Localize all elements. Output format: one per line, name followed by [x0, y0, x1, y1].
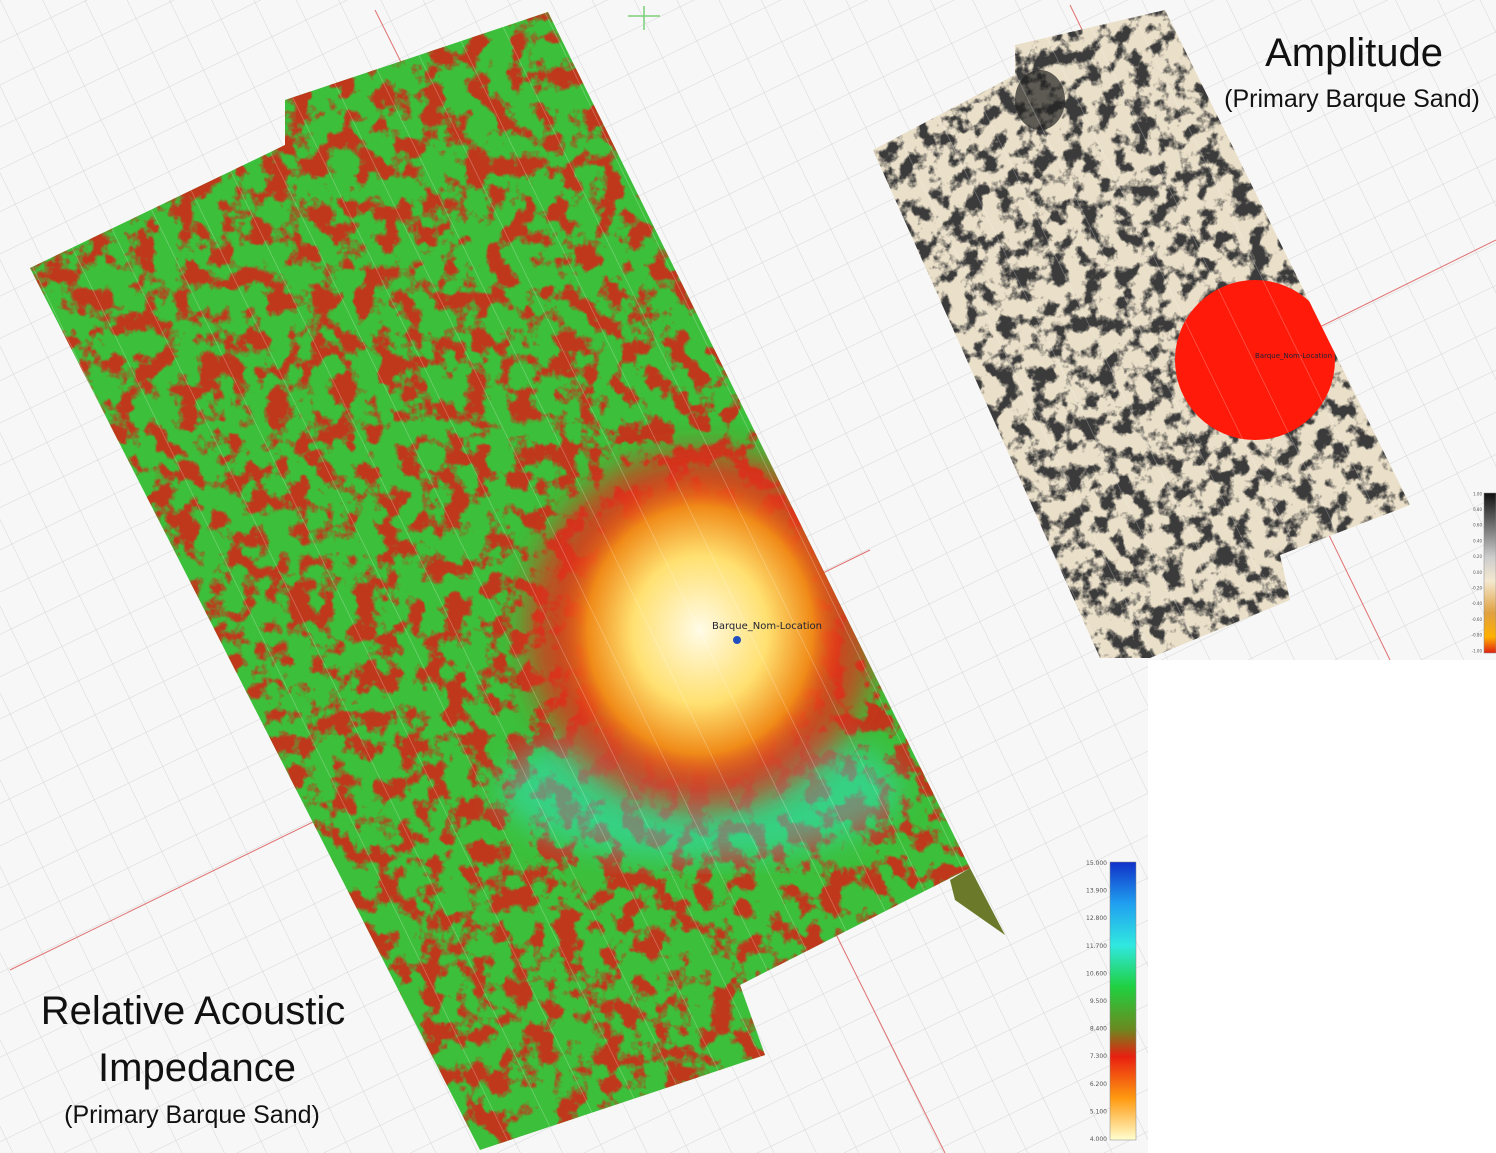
colorbar-label: 0.00 — [1473, 570, 1482, 575]
colorbar-label: -0.60 — [1472, 617, 1483, 622]
colorbar-label: -0.80 — [1472, 633, 1483, 638]
map-tail — [950, 868, 1005, 935]
colorbar-label: 0.60 — [1473, 523, 1482, 528]
impedance-colorbar — [1109, 861, 1137, 1141]
amplitude-colorbar-labels: 1.00 0.80 0.60 0.40 0.20 0.00 -0.20 -0.40 -0.60 -… — [1472, 491, 1483, 653]
well-label: Barque_Nom-Location — [712, 621, 822, 632]
impedance-colorbar-labels: 15.000 13.900 12.800 11.700 10.600 9.500 8.400… — [1086, 860, 1107, 1143]
amplitude-colorbar — [1483, 492, 1496, 654]
colorbar-label: 5.100 — [1090, 1108, 1107, 1115]
colorbar-label: 15.000 — [1086, 860, 1107, 867]
marker — [628, 6, 660, 30]
colorbar-label: 10.600 — [1086, 970, 1107, 977]
well — [733, 636, 741, 644]
colorbar-label: -0.40 — [1472, 601, 1483, 606]
colorbar-label: 0.20 — [1473, 554, 1482, 559]
colorbar-label: 11.700 — [1086, 943, 1107, 950]
amplitude-subtitle: (Primary Barque Sand) — [1224, 85, 1480, 113]
amplitude-title: Amplitude — [1265, 31, 1443, 75]
colorbar-label: 0.80 — [1473, 507, 1482, 512]
colorbar-label: 9.500 — [1090, 998, 1107, 1005]
well-label: Barque_Nom-Location — [1255, 352, 1332, 360]
colorbar-label: 6.200 — [1090, 1081, 1107, 1088]
impedance-title: Relative Acoustic — [41, 989, 346, 1033]
impedance-subtitle: (Primary Barque Sand) — [64, 1101, 320, 1129]
colorbar-label: 1.00 — [1473, 491, 1482, 496]
colorbar-label: -1.00 — [1472, 648, 1483, 653]
colorbar-label: 8.400 — [1090, 1026, 1107, 1033]
colorbar-label: 7.300 — [1090, 1053, 1107, 1060]
impedance-title: Impedance — [98, 1046, 296, 1090]
colorbar-label: 0.40 — [1473, 538, 1482, 543]
colorbar-label: 13.900 — [1086, 888, 1107, 895]
colorbar-label: 4.000 — [1090, 1136, 1107, 1143]
colorbar-label: 12.800 — [1086, 915, 1107, 922]
colorbar-label: -0.20 — [1472, 586, 1483, 591]
